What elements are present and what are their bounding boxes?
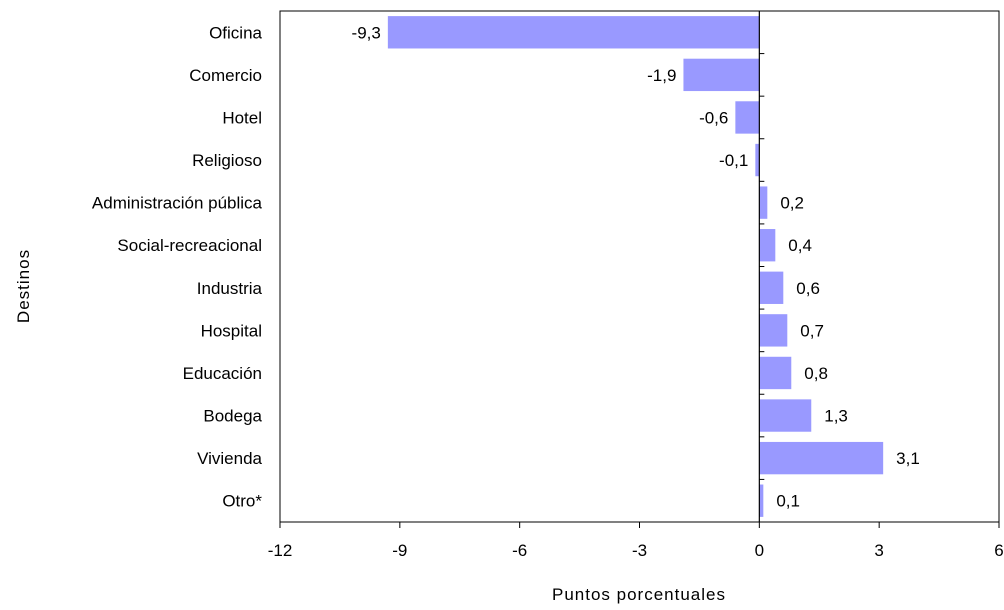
value-label: 3,1 xyxy=(896,449,920,468)
category-label: Religioso xyxy=(192,151,262,170)
category-labels: Oficina Comercio Hotel Religioso Administrac… xyxy=(92,23,263,510)
category-label: Otro* xyxy=(222,492,262,511)
value-label: 1,3 xyxy=(824,407,848,426)
bar xyxy=(759,356,792,390)
x-tick-label: -6 xyxy=(512,541,527,560)
category-label: Comercio xyxy=(189,66,262,85)
bar xyxy=(759,314,788,347)
bar xyxy=(387,16,760,49)
bar xyxy=(759,484,764,517)
bar xyxy=(755,143,760,177)
x-axis-label: Puntos porcentuales xyxy=(552,585,726,604)
x-tick-label: 0 xyxy=(755,541,764,560)
value-label: 0,6 xyxy=(796,279,820,298)
value-label: 0,2 xyxy=(780,194,804,213)
value-labels: -9,3 -1,9 -0,6 -0,1 0,2 0,4 0,6 0,7 0,8 1,3 3,1 0,1 xyxy=(352,23,920,510)
category-label: Administración pública xyxy=(92,194,263,213)
category-label: Hospital xyxy=(201,321,262,340)
value-label: 0,7 xyxy=(800,321,824,340)
bar xyxy=(759,271,784,304)
category-label: Hotel xyxy=(222,108,262,127)
x-tick-label: 3 xyxy=(874,541,883,560)
value-label: 0,8 xyxy=(804,364,828,383)
x-tick-label: -3 xyxy=(632,541,647,560)
value-label: -0,6 xyxy=(699,108,728,127)
x-tick-label: 6 xyxy=(994,541,1003,560)
x-axis-ticks: -12 -9 -6 -3 0 3 6 xyxy=(268,522,1004,560)
bar xyxy=(735,101,760,134)
y-axis-label: Destinos xyxy=(14,249,33,323)
bar xyxy=(759,441,884,475)
bar xyxy=(759,399,812,432)
value-label: -0,1 xyxy=(719,151,748,170)
category-label: Vivienda xyxy=(197,449,262,468)
category-label: Educación xyxy=(183,364,262,383)
x-tick-label: -12 xyxy=(268,541,293,560)
category-ticks xyxy=(759,10,765,523)
value-label: 0,1 xyxy=(776,492,800,511)
x-tick-label: -9 xyxy=(392,541,407,560)
category-label: Industria xyxy=(197,279,263,298)
value-label: 0,4 xyxy=(788,236,812,255)
bar xyxy=(759,229,776,262)
value-label: -9,3 xyxy=(352,23,381,42)
bars xyxy=(387,16,884,517)
category-label: Oficina xyxy=(209,23,262,42)
category-label: Bodega xyxy=(203,407,262,426)
category-label: Social-recreacional xyxy=(117,236,262,255)
plot-frame xyxy=(279,10,1000,523)
value-label: -1,9 xyxy=(647,66,676,85)
bar xyxy=(759,186,768,219)
bar xyxy=(683,58,760,92)
